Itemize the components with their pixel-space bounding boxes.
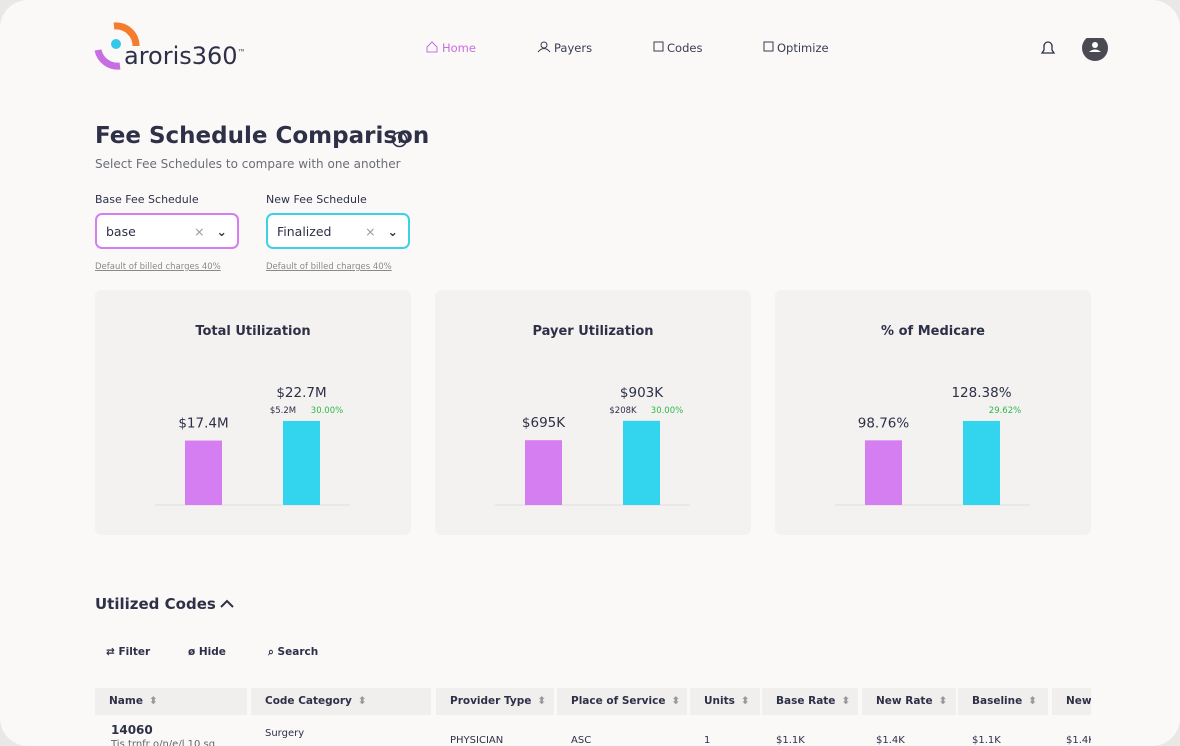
field-hint: Default of billed charges 40% [266, 262, 392, 272]
cell: 14060 [111, 723, 153, 737]
tool-label: Filter [118, 646, 151, 658]
nav-home[interactable]: Home [442, 41, 476, 55]
header-label: New Rate [876, 695, 933, 707]
bar [525, 440, 562, 505]
chart-title: Payer Utilization [532, 324, 653, 339]
header-label: New [1066, 695, 1091, 707]
header-label: Baseline [972, 695, 1023, 707]
nav-optimize[interactable]: Optimize [777, 41, 829, 55]
chart-title: % of Medicare [881, 324, 985, 339]
column-header: Name ⬍ [95, 688, 247, 715]
value-label: $695K [522, 415, 566, 431]
nav-codes[interactable]: Codes [667, 41, 703, 55]
header-label: Provider Type [450, 695, 532, 707]
cell: $1.1K [776, 735, 805, 746]
column-header: Baseline ⬍ [958, 688, 1048, 715]
cell: PHYSICIAN [450, 735, 504, 746]
value-label: 128.38% [951, 385, 1011, 401]
header-label: Units [704, 695, 735, 707]
hide[interactable]: ø Hide [188, 646, 226, 658]
value-label: $903K [620, 385, 664, 401]
select-value: base [106, 224, 136, 239]
logo-text: aroris360 [124, 42, 238, 70]
header-label: Name [109, 695, 143, 707]
cell: ASC [571, 735, 592, 746]
column-header: New [1052, 688, 1091, 715]
bar [963, 420, 1000, 505]
change-pct: 29.62% [989, 406, 1021, 416]
tool-label: Search [277, 646, 319, 658]
field-hint: Default of billed charges 40% [95, 262, 221, 272]
cell: $1.1K [972, 735, 1001, 746]
logo: aroris360™ [124, 42, 246, 70]
field-label: Base Fee Schedule [95, 193, 199, 206]
header-label: Base Rate [776, 695, 836, 707]
chart-card: % of Medicare 98.76% 128.38% 29.62% [775, 290, 1091, 535]
cell-sub: Tis trnfr o/n/e/l 10 sq [111, 739, 216, 746]
sort-icon: ⬍ [740, 695, 750, 707]
value-label: $17.4M [178, 416, 228, 432]
column-header: Units ⬍ [690, 688, 760, 715]
logo-mark: ™ [237, 48, 246, 57]
value-label: $22.7M [276, 385, 326, 401]
page-subtitle: Select Fee Schedules to compare with one… [95, 157, 401, 171]
cell: Surgery [265, 728, 305, 739]
sort-icon: ⬍ [148, 695, 158, 707]
page-title: Fee Schedule Comparison [95, 123, 430, 149]
nav-payers[interactable]: Payers [554, 41, 593, 55]
collapse-icon[interactable] [219, 598, 235, 610]
chart: Total Utilization $17.4M $22.7M $5.2M 30.00% [155, 324, 350, 506]
value-label: 98.76% [858, 415, 910, 431]
cell: $1.4K [876, 735, 905, 746]
section-title: Utilized Codes [95, 595, 216, 613]
change-pct: 30.00% [651, 406, 683, 416]
sort-icon: ⬍ [537, 695, 547, 707]
select-value: Finalized [277, 224, 332, 239]
search[interactable]: ⌕ Search [268, 646, 319, 658]
sort-icon: ⬍ [357, 695, 367, 707]
tool-label: Hide [198, 646, 226, 658]
change-label: $5.2M [270, 406, 296, 416]
header-label: Code Category [265, 695, 352, 707]
cell: $1.4K [1066, 735, 1091, 746]
sort-icon: ⬍ [938, 695, 948, 707]
change-pct: 30.00% [311, 406, 343, 416]
bar [185, 440, 222, 505]
field-label: New Fee Schedule [266, 193, 367, 206]
column-header: Code Category ⬍ [251, 688, 431, 715]
filter[interactable]: ⇄ Filter [106, 646, 151, 658]
column-header: Provider Type ⬍ [436, 688, 554, 715]
sort-icon: ⬍ [1028, 695, 1038, 707]
select[interactable]: Finalized × ⌄ [266, 213, 410, 249]
chart-card: Total Utilization $17.4M $22.7M $5.2M 30.00% [95, 290, 411, 535]
bar [623, 420, 660, 505]
chart-title: Total Utilization [195, 324, 310, 339]
select[interactable]: base × ⌄ [95, 213, 239, 249]
nav-icons [426, 41, 774, 53]
header-label: Place of Service [571, 695, 666, 707]
column-header: Place of Service ⬍ [557, 688, 687, 715]
chart: Payer Utilization $695K $903K $208K 30.00% [495, 324, 690, 506]
column-header: Base Rate ⬍ [762, 688, 858, 715]
table: Name ⬍ Code Category ⬍ Provider Type ⬍ Place o… [95, 688, 1091, 746]
column-header: New Rate ⬍ [862, 688, 956, 715]
chart: % of Medicare 98.76% 128.38% 29.62% [835, 324, 1030, 506]
sort-icon: ⬍ [671, 695, 681, 707]
change-label: $208K [609, 406, 637, 416]
bar [283, 420, 320, 505]
chart-card: Payer Utilization $695K $903K $208K 30.00% [435, 290, 751, 535]
sort-icon: ⬍ [841, 695, 851, 707]
bar [865, 440, 902, 505]
cell: 1 [704, 735, 711, 746]
user-icons[interactable] [1038, 38, 1110, 62]
logo-icon [94, 22, 140, 70]
info-icon[interactable] [391, 131, 409, 149]
